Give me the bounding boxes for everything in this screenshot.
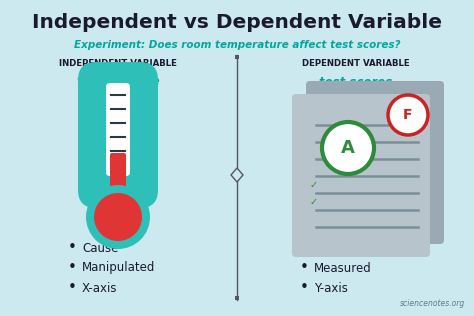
FancyBboxPatch shape: [78, 62, 158, 208]
Text: ✓: ✓: [310, 180, 318, 190]
Text: sciencenotes.org: sciencenotes.org: [400, 299, 465, 308]
Text: ✓: ✓: [310, 197, 318, 207]
FancyBboxPatch shape: [235, 173, 239, 177]
FancyBboxPatch shape: [110, 153, 126, 207]
Text: Measured: Measured: [314, 262, 372, 275]
FancyBboxPatch shape: [292, 94, 430, 257]
Text: •: •: [68, 260, 77, 276]
Text: INDEPENDENT VARIABLE: INDEPENDENT VARIABLE: [59, 59, 177, 69]
FancyBboxPatch shape: [235, 296, 239, 300]
Text: Effect: Effect: [314, 241, 348, 254]
Text: X-axis: X-axis: [82, 282, 118, 295]
Text: Independent vs Dependent Variable: Independent vs Dependent Variable: [32, 13, 442, 32]
Text: •: •: [300, 260, 309, 276]
Text: F: F: [403, 108, 413, 122]
Text: temperature: temperature: [76, 76, 160, 88]
Circle shape: [388, 95, 428, 135]
Text: Manipulated: Manipulated: [82, 262, 155, 275]
Text: •: •: [300, 240, 309, 256]
FancyBboxPatch shape: [106, 83, 130, 176]
FancyBboxPatch shape: [235, 55, 239, 59]
Text: •: •: [300, 281, 309, 295]
Text: test scores: test scores: [319, 76, 392, 88]
Text: •: •: [68, 281, 77, 295]
Circle shape: [86, 185, 150, 249]
FancyBboxPatch shape: [306, 81, 444, 244]
Text: Y-axis: Y-axis: [314, 282, 348, 295]
Text: Experiment: Does room temperature affect test scores?: Experiment: Does room temperature affect…: [74, 40, 400, 50]
Polygon shape: [231, 168, 243, 182]
Text: Cause: Cause: [82, 241, 118, 254]
Circle shape: [322, 122, 374, 174]
Text: •: •: [68, 240, 77, 256]
Text: A: A: [341, 139, 355, 157]
Text: DEPENDENT VARIABLE: DEPENDENT VARIABLE: [302, 59, 410, 69]
Circle shape: [94, 193, 142, 241]
